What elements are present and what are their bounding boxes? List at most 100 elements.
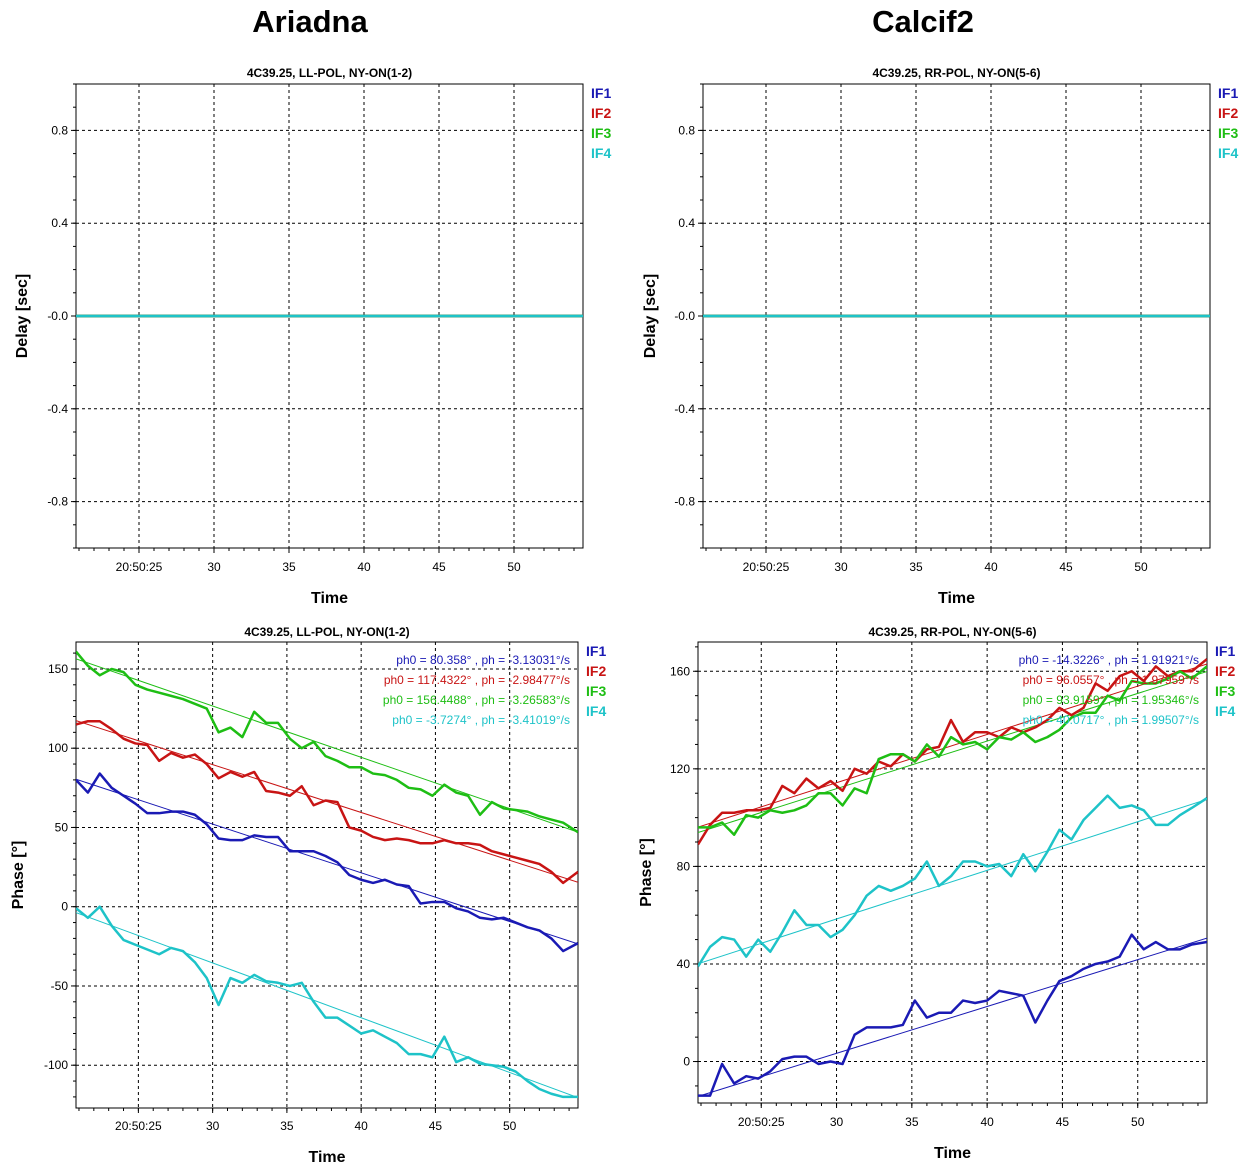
y-tick-label: -50 [51,979,69,993]
x-tick-label: 30 [830,1115,844,1129]
chart-panel-2: 4C39.25, RR-POL, NY-ON(5-6) 20:50:25 30 35 4… [642,66,1238,607]
x-axis-label: Time [934,1145,971,1162]
y-axis-label: Phase [°] [638,838,655,907]
chart-panel-4: 4C39.25, RR-POL, NY-ON(5-6) 20:50:25 30 35 4… [638,625,1235,1162]
series-line-if1 [698,933,1207,1097]
x-tick-label: 30 [206,1119,220,1133]
y-tick-label: 40 [677,957,691,971]
fit-label-if3: ph0 = 93.9159° , ph = 1.95346°/s [1023,693,1199,707]
series-line-if3 [698,665,1207,836]
legend-entry-if3: IF3 [591,125,611,141]
fit-label-if3: ph0 = 156.4488° , ph = -3.26583°/s [383,693,570,707]
series-line-if1 [76,772,578,953]
legend-entry-if4: IF4 [1218,145,1238,161]
y-tick-label: 80 [677,859,691,873]
x-tick-label: 45 [429,1119,443,1133]
panel-title: 4C39.25, RR-POL, NY-ON(5-6) [868,625,1036,639]
column-title-calcif2: Calcif2 [872,4,974,39]
plot-frame [75,641,579,1109]
y-tick-label: 0 [61,900,68,914]
x-tick-label: 35 [909,560,923,574]
legend-entry-if2: IF2 [1218,105,1238,121]
y-tick-label: 50 [55,820,69,834]
x-tick-label: 50 [1131,1115,1145,1129]
fit-line-if1 [76,778,578,945]
x-tick-label: 40 [354,1119,368,1133]
series-line-if2 [698,658,1207,846]
data-area [698,658,1207,1097]
x-tick-label: 20:50:25 [743,560,790,574]
y-axis-label: Delay [sec] [14,274,31,359]
fit-line-if2 [698,663,1207,828]
y-tick-label: -0.8 [674,495,695,509]
x-tick-label: 35 [280,1119,294,1133]
y-tick-label: 0.8 [51,123,68,137]
fit-line-if4 [76,912,578,1099]
legend-entry-if3: IF3 [1215,683,1235,699]
y-tick-label: 0.4 [678,216,695,230]
x-tick-label: 30 [207,560,221,574]
series-line-if3 [76,650,578,834]
chart-panel-1: 4C39.25, LL-POL, NY-ON(1-2) 20:50:25 30 35 4… [14,66,611,607]
legend-entry-if2: IF2 [591,105,611,121]
x-axis-label: Time [308,1149,345,1164]
x-tick-label: 35 [282,560,296,574]
panel-title: 4C39.25, LL-POL, NY-ON(1-2) [247,66,412,80]
x-axis-label: Time [311,590,348,607]
fit-label-if1: ph0 = -14.3226° , ph = 1.91921°/s [1019,653,1199,667]
plot-frame [697,641,1208,1104]
x-tick-label: 50 [1134,560,1148,574]
y-tick-label: 100 [48,741,68,755]
y-tick-label: -0.0 [47,309,68,323]
fit-label-if1: ph0 = 80.358° , ph = -3.13031°/s [396,653,570,667]
x-tick-label: 45 [432,560,446,574]
x-tick-label: 40 [980,1115,994,1129]
x-tick-label: 20:50:25 [738,1115,785,1129]
chart-panel-3: 4C39.25, LL-POL, NY-ON(1-2) 20:50:25 30 35 4… [10,625,606,1164]
y-tick-label: -0.0 [674,309,695,323]
fit-line-if4 [698,798,1207,965]
x-tick-label: 50 [503,1119,517,1133]
legend-entry-if1: IF1 [1215,643,1235,659]
y-tick-label: 120 [670,762,690,776]
legend-entry-if3: IF3 [1218,125,1238,141]
legend-entry-if4: IF4 [1215,703,1235,719]
legend-entry-if1: IF1 [1218,85,1238,101]
fit-label-if2: ph0 = 96.0557° , ph = 1.97959°/s [1023,673,1199,687]
legend-entry-if2: IF2 [1215,663,1235,679]
x-tick-label: 40 [357,560,371,574]
y-tick-label: -0.4 [674,402,695,416]
legend-entry-if1: IF1 [586,643,606,659]
legend-entry-if4: IF4 [591,145,611,161]
x-tick-label: 35 [905,1115,919,1129]
y-tick-label: -0.4 [47,402,68,416]
panel-title: 4C39.25, LL-POL, NY-ON(1-2) [244,625,409,639]
fit-label-if2: ph0 = 117.4322° , ph = -2.98477°/s [384,673,570,687]
legend-entry-if3: IF3 [586,683,606,699]
series-line-if4 [698,794,1207,968]
fit-label-if4: ph0 = -3.7274° , ph = -3.41019°/s [392,713,570,727]
fit-line-if1 [698,937,1207,1097]
column-title-ariadna: Ariadna [252,4,368,39]
legend-entry-if4: IF4 [586,703,606,719]
fit-label-if4: ph0 = 40.0717° , ph = 1.99507°/s [1023,713,1199,727]
x-tick-label: 45 [1059,560,1073,574]
panel-title: 4C39.25, RR-POL, NY-ON(5-6) [872,66,1040,80]
series-line-if2 [76,720,578,885]
series-line-if4 [76,905,578,1099]
y-tick-label: 160 [670,664,690,678]
y-axis-label: Delay [sec] [642,274,659,359]
y-tick-label: -0.8 [47,495,68,509]
y-tick-label: 0 [683,1055,690,1069]
legend-entry-if1: IF1 [591,85,611,101]
x-tick-label: 50 [507,560,521,574]
y-axis-label: Phase [°] [10,841,27,910]
y-tick-label: -100 [44,1058,68,1072]
x-tick-label: 40 [984,560,998,574]
y-tick-label: 0.4 [51,216,68,230]
x-tick-label: 20:50:25 [115,1119,162,1133]
x-tick-label: 20:50:25 [116,560,163,574]
x-tick-label: 45 [1056,1115,1070,1129]
legend-entry-if2: IF2 [586,663,606,679]
